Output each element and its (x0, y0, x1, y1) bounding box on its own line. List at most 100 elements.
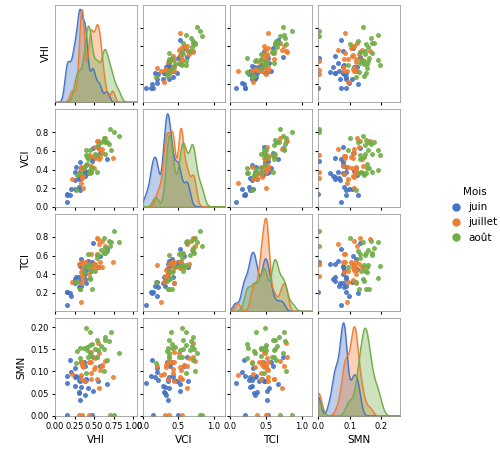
Point (252, 166, 260, 174)
Point (165, 60, 173, 67)
Point (358, 263, 366, 271)
Point (262, 184, 270, 191)
Point (279, 53, 287, 60)
Point (254, 411, 262, 419)
Point (280, 337, 288, 344)
Point (85, 270, 93, 277)
Point (254, 377, 262, 385)
Point (78, 359, 86, 366)
Point (270, 142, 278, 149)
Point (98, 362, 106, 369)
Point (86, 275, 94, 282)
Point (362, 160, 370, 168)
Point (184, 51, 192, 58)
Point (262, 146, 270, 154)
Point (63, 288, 71, 296)
Point (260, 143, 268, 151)
Point (78, 411, 86, 419)
Point (76, 170, 84, 177)
Point (177, 367, 185, 374)
Point (261, 152, 269, 159)
Point (108, 258, 116, 266)
Point (101, 250, 109, 257)
Point (350, 65, 358, 72)
Point (264, 165, 272, 172)
Point (166, 373, 173, 381)
Point (340, 49, 348, 56)
Point (94, 155, 102, 163)
Point (262, 70, 270, 78)
Point (190, 250, 198, 257)
Point (87, 169, 95, 176)
Point (376, 262, 384, 270)
Point (275, 39, 283, 47)
Point (339, 143, 347, 151)
Point (182, 238, 190, 245)
Point (344, 55, 352, 63)
Point (263, 52, 271, 59)
Point (360, 61, 368, 68)
Point (342, 288, 350, 295)
Point (267, 68, 275, 75)
Point (362, 285, 370, 292)
Point (276, 125, 284, 133)
Point (337, 155, 345, 162)
Point (101, 243, 109, 250)
Point (142, 301, 150, 308)
Point (260, 56, 268, 64)
Point (343, 298, 351, 305)
Point (168, 359, 176, 366)
Point (248, 162, 256, 169)
Point (265, 169, 273, 176)
Point (96, 367, 104, 374)
Point (280, 147, 287, 154)
Point (354, 138, 362, 145)
Point (78, 170, 86, 177)
Point (280, 362, 288, 369)
Point (340, 268, 348, 275)
Point (87, 266, 95, 274)
Point (91, 260, 99, 267)
Point (282, 367, 290, 374)
Point (154, 70, 162, 78)
Point (170, 259, 178, 266)
Point (101, 357, 109, 364)
Point (94, 137, 102, 144)
Point (249, 78, 257, 85)
Point (94, 151, 102, 159)
Point (97, 246, 105, 254)
Point (76, 175, 84, 183)
Point (326, 68, 334, 75)
Point (243, 340, 251, 347)
Point (248, 365, 256, 372)
Point (86, 328, 94, 335)
Point (343, 68, 351, 75)
Point (356, 234, 364, 242)
Point (258, 358, 266, 365)
Point (271, 336, 279, 343)
Point (243, 69, 251, 76)
Point (280, 349, 287, 356)
Point (276, 32, 284, 40)
Point (78, 266, 86, 274)
Point (262, 411, 270, 419)
Point (260, 362, 268, 369)
Point (356, 145, 364, 152)
Point (352, 266, 360, 273)
Point (161, 272, 169, 280)
Point (270, 153, 278, 160)
Point (103, 380, 111, 387)
Point (246, 383, 254, 391)
Point (314, 70, 322, 78)
Point (187, 237, 195, 244)
Point (86, 146, 94, 154)
Point (102, 138, 110, 145)
Point (90, 388, 98, 395)
Point (352, 171, 360, 179)
Point (178, 325, 186, 332)
Point (77, 163, 85, 170)
Point (342, 69, 350, 77)
Point (180, 363, 188, 370)
Point (90, 365, 98, 372)
Point (315, 260, 323, 268)
